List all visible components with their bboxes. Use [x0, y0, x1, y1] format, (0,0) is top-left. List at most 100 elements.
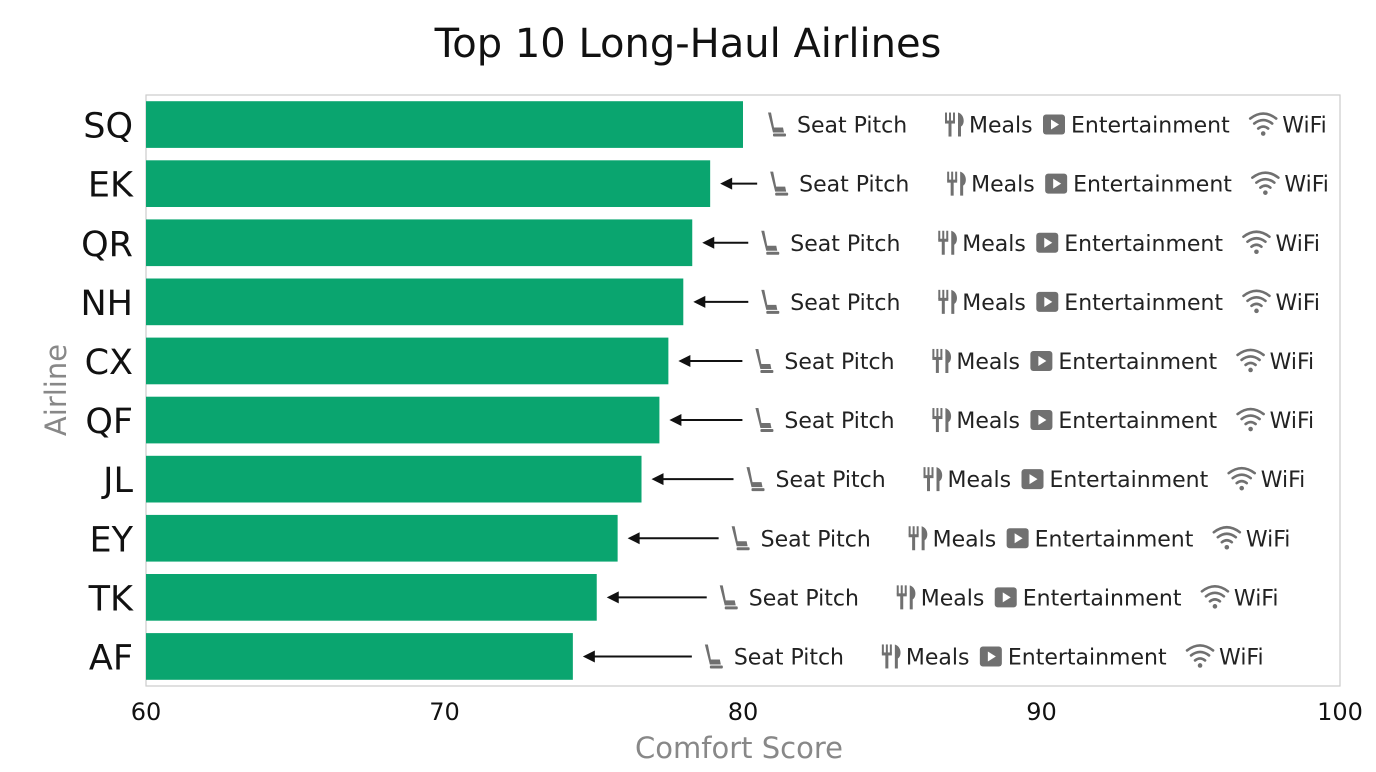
category-label: CX	[85, 343, 133, 383]
x-tick-label: 80	[728, 698, 759, 726]
annotation-label: Entertainment	[1073, 173, 1232, 198]
seat-icon	[755, 408, 774, 433]
seat-icon	[746, 467, 765, 492]
annotation-label: Meals	[956, 350, 1020, 375]
annotation-label: Entertainment	[1058, 409, 1217, 434]
wifi-icon	[1242, 289, 1271, 314]
left-arrow-icon	[669, 414, 743, 427]
bar	[146, 455, 642, 503]
category-label: QR	[81, 225, 133, 265]
left-arrow-icon	[606, 591, 707, 604]
bar	[146, 574, 597, 621]
left-arrow-icon	[582, 650, 692, 663]
bar	[146, 514, 618, 562]
annotation-label: Seat Pitch	[790, 291, 900, 316]
x-tick-label: 70	[429, 698, 460, 726]
annotation-label: Seat Pitch	[790, 232, 900, 257]
fork-knife-icon	[932, 408, 952, 433]
annotation-label: Meals	[921, 586, 985, 611]
play-icon	[994, 587, 1017, 608]
fork-knife-icon	[932, 348, 952, 373]
annotation-label: Meals	[906, 645, 970, 670]
annotation-label: Meals	[962, 291, 1026, 316]
x-tick-label: 100	[1317, 698, 1363, 726]
x-axis-label: Comfort Score	[635, 731, 843, 765]
play-icon	[1030, 410, 1053, 431]
seat-icon	[704, 644, 723, 669]
plot-frame	[145, 94, 1341, 687]
annotation-label: Seat Pitch	[797, 114, 907, 139]
play-icon	[1043, 114, 1065, 135]
annotation-label: Entertainment	[1064, 291, 1223, 316]
category-label: EK	[88, 166, 134, 206]
wifi-icon	[1248, 112, 1278, 136]
annotation-label: Meals	[969, 114, 1033, 139]
fork-knife-icon	[881, 644, 901, 669]
wifi-icon	[1200, 585, 1230, 609]
fork-knife-icon	[945, 112, 964, 137]
play-icon	[1030, 350, 1053, 371]
annotation-label: Seat Pitch	[799, 173, 909, 198]
bar	[146, 278, 684, 326]
play-icon	[1045, 173, 1068, 194]
fork-knife-icon	[908, 526, 928, 551]
annotation-label: Seat Pitch	[776, 468, 886, 493]
bar	[146, 337, 669, 385]
wifi-icon	[1236, 348, 1265, 373]
category-label: SQ	[83, 107, 133, 147]
wifi-icon	[1185, 644, 1215, 668]
x-axis-ticks: 60 70 80 90 100	[131, 698, 1363, 726]
play-icon	[979, 646, 1002, 667]
annotation-label: Entertainment	[1071, 114, 1230, 139]
left-arrow-icon	[720, 177, 758, 190]
fork-knife-icon	[938, 289, 958, 314]
annotation-label: WiFi	[1275, 232, 1320, 257]
annotation-label: WiFi	[1276, 291, 1321, 316]
category-label: AF	[89, 638, 133, 678]
x-tick-label: 90	[1026, 698, 1057, 726]
left-arrow-icon	[693, 295, 749, 308]
play-icon	[1036, 232, 1059, 253]
annotation-label: Entertainment	[1023, 586, 1182, 611]
fork-knife-icon	[947, 171, 966, 196]
annotation-label: WiFi	[1246, 527, 1291, 552]
left-arrow-icon	[627, 532, 719, 545]
seat-icon	[761, 289, 780, 314]
annotation-label: Seat Pitch	[749, 586, 859, 611]
annotation-label: WiFi	[1234, 586, 1279, 611]
left-arrow-icon	[702, 236, 749, 249]
wifi-icon	[1212, 525, 1242, 550]
seat-icon	[731, 526, 750, 551]
annotation-label: Entertainment	[1050, 468, 1209, 493]
left-arrow-icon	[678, 354, 743, 367]
bar	[146, 633, 573, 680]
y-axis-label: Airline	[39, 344, 73, 436]
bars-layer	[146, 101, 743, 680]
annotation-label: Seat Pitch	[784, 350, 894, 375]
annotation-label: Meals	[956, 409, 1020, 434]
annotation-label: WiFi	[1282, 114, 1327, 139]
category-label: NH	[81, 284, 134, 324]
play-icon	[1006, 528, 1029, 549]
annotation-label: WiFi	[1219, 645, 1264, 670]
bar	[146, 160, 711, 207]
wifi-icon	[1251, 171, 1280, 195]
annotation-label: Seat Pitch	[734, 645, 844, 670]
annotation-label: Meals	[971, 173, 1035, 198]
category-label: JL	[101, 461, 133, 501]
play-icon	[1021, 469, 1044, 490]
annotations-layer: Seat Pitch Meals Entertainment WiFi Seat Pit…	[582, 112, 1329, 670]
annotation-label: Meals	[962, 232, 1026, 257]
annotation-label: Entertainment	[1035, 527, 1194, 552]
bar	[146, 396, 660, 444]
fork-knife-icon	[938, 230, 957, 255]
seat-icon	[755, 348, 774, 373]
bar	[146, 219, 693, 267]
annotation-label: WiFi	[1270, 409, 1315, 434]
annotation-label: Seat Pitch	[784, 409, 894, 434]
x-tick-label: 60	[131, 698, 162, 726]
bar	[146, 101, 743, 148]
category-label: EY	[90, 520, 134, 560]
annotation-label: Entertainment	[1008, 645, 1167, 670]
